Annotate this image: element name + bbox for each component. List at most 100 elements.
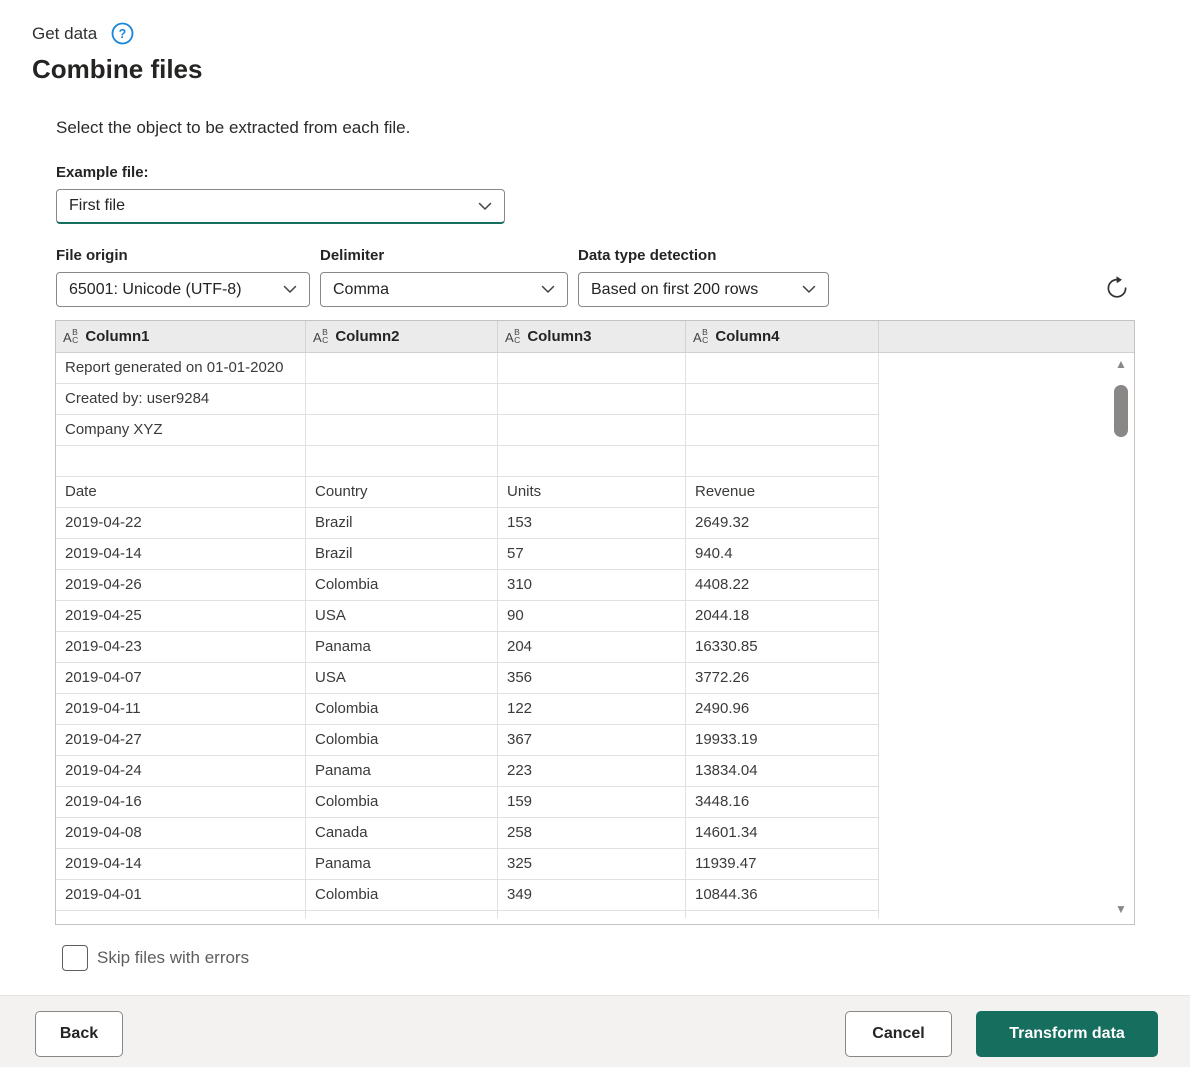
table-row: 2019-04-22 Brazil 153 2649.32: [56, 508, 1134, 539]
file-origin-dropdown[interactable]: 65001: Unicode (UTF-8): [56, 272, 310, 307]
table-cell: 223: [498, 756, 686, 787]
transform-data-button[interactable]: Transform data: [976, 1011, 1158, 1057]
chevron-down-icon: [802, 285, 816, 294]
table-cell: 2019-04-16: [56, 787, 306, 818]
table-cell: Canada: [306, 818, 498, 849]
cancel-button[interactable]: Cancel: [845, 1011, 952, 1057]
table-cell: [498, 446, 686, 477]
dialog-footer: Back Cancel Transform data: [0, 995, 1190, 1067]
column-header-column2[interactable]: A B C Column2: [306, 321, 498, 352]
table-cell: 57: [498, 539, 686, 570]
table-cell: 2019-04-08: [56, 818, 306, 849]
table-row: 2019-04-08 Canada 258 14601.34: [56, 818, 1134, 849]
data-type-detection-dropdown[interactable]: Based on first 200 rows: [578, 272, 829, 307]
table-cell: Panama: [306, 756, 498, 787]
table-cell: 2044.18: [686, 601, 879, 632]
table-body: Report generated on 01-01-2020 Created by…: [56, 353, 1134, 918]
table-cell: 940.4: [686, 539, 879, 570]
table-cell: 310: [498, 570, 686, 601]
table-cell: Colombia: [306, 570, 498, 601]
table-cell: USA: [306, 663, 498, 694]
table-cell: Colombia: [306, 787, 498, 818]
table-row: 2019-04-24 Panama 223 13834.04: [56, 756, 1134, 787]
table-row: Date Country Units Revenue: [56, 477, 1134, 508]
row-filler: [879, 756, 1134, 787]
table-cell: 2649.32: [686, 508, 879, 539]
row-filler: [879, 787, 1134, 818]
table-cell: Date: [56, 477, 306, 508]
table-cell: [306, 353, 498, 384]
row-filler: [879, 353, 1134, 384]
delimiter-dropdown[interactable]: Comma: [320, 272, 568, 307]
table-cell: Report generated on 01-01-2020: [56, 353, 306, 384]
back-button[interactable]: Back: [35, 1011, 123, 1057]
table-row: 2019-04-23 Panama 204 16330.85: [56, 632, 1134, 663]
file-origin-label: File origin: [56, 247, 128, 264]
example-file-dropdown[interactable]: First file: [56, 189, 505, 224]
table-cell: 19933.19: [686, 725, 879, 756]
table-row: 2019-04-14 Panama 325 11939.47: [56, 849, 1134, 880]
table-cell: 2019-04-14: [56, 849, 306, 880]
example-file-value: First file: [69, 197, 125, 214]
table-cell: 122: [498, 694, 686, 725]
table-cell: 2019-04-23: [56, 632, 306, 663]
row-filler: [879, 477, 1134, 508]
table-row: 2019-04-11 Colombia 122 2490.96: [56, 694, 1134, 725]
table-cell: 14601.34: [686, 818, 879, 849]
table-header-row: A B C Column1 A B C Column2 A B C Column3 A B C Column4: [56, 321, 1134, 353]
table-cell: 10844.36: [686, 880, 879, 911]
page-title: Combine files: [32, 54, 203, 84]
table-cell: USA: [306, 601, 498, 632]
refresh-icon[interactable]: [1103, 274, 1131, 302]
table-row: 2019-04-27 Colombia 367 19933.19: [56, 725, 1134, 756]
row-filler: [879, 694, 1134, 725]
table-cell: 16330.85: [686, 632, 879, 663]
column-header-column3[interactable]: A B C Column3: [498, 321, 686, 352]
help-icon[interactable]: ?: [111, 22, 134, 45]
table-cell: [306, 911, 498, 918]
table-cell: 2490.96: [686, 694, 879, 725]
row-filler: [879, 539, 1134, 570]
column-header-column1[interactable]: A B C Column1: [56, 321, 306, 352]
table-cell: [56, 446, 306, 477]
scroll-up-icon[interactable]: ▲: [1115, 357, 1127, 371]
table-cell: Units: [498, 477, 686, 508]
data-type-detection-value: Based on first 200 rows: [591, 280, 759, 298]
scrollbar-thumb[interactable]: [1114, 385, 1128, 437]
table-cell: [306, 384, 498, 415]
skip-files-checkbox[interactable]: [62, 945, 88, 971]
table-cell: 90: [498, 601, 686, 632]
table-cell: 4408.22: [686, 570, 879, 601]
skip-files-label: Skip files with errors: [97, 948, 250, 967]
table-cell: Panama: [306, 632, 498, 663]
row-filler: [879, 601, 1134, 632]
table-cell: 2019-04-11: [56, 694, 306, 725]
table-cell: 367: [498, 725, 686, 756]
svg-text:?: ?: [119, 27, 127, 41]
scroll-down-icon[interactable]: ▼: [1115, 902, 1127, 916]
column-header-column4[interactable]: A B C Column4: [686, 321, 879, 352]
table-cell: [686, 353, 879, 384]
table-cell: 2019-04-24: [56, 756, 306, 787]
breadcrumb: Get data ?: [32, 22, 134, 45]
column-header-label: Column2: [335, 328, 400, 345]
vertical-scrollbar[interactable]: ▲ ▼: [1113, 355, 1129, 918]
table-row: 2019-04-01 Colombia 349 10844.36: [56, 880, 1134, 911]
table-cell: 2019-04-26: [56, 570, 306, 601]
table-cell: Country: [306, 477, 498, 508]
table-cell: 204: [498, 632, 686, 663]
table-row: 2019-04-07 USA 356 3772.26: [56, 663, 1134, 694]
row-filler: [879, 663, 1134, 694]
table-cell: 2019-04-07: [56, 663, 306, 694]
table-cell: [686, 384, 879, 415]
table-cell: Created by: user9284: [56, 384, 306, 415]
row-filler: [879, 446, 1134, 477]
table-cell: 153: [498, 508, 686, 539]
table-row: [56, 911, 1134, 918]
row-filler: [879, 508, 1134, 539]
row-filler: [879, 725, 1134, 756]
table-cell: 11939.47: [686, 849, 879, 880]
